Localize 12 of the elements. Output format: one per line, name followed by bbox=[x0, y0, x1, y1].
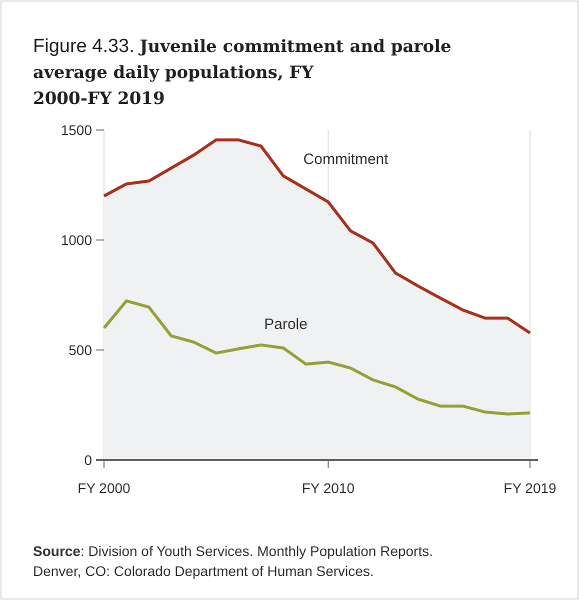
y-tick-label: 1000 bbox=[60, 232, 92, 248]
y-tick-label: 500 bbox=[68, 342, 92, 358]
x-tick-label: FY 2010 bbox=[302, 480, 355, 496]
series-label: Commitment bbox=[303, 150, 390, 168]
x-tick-label: FY 2019 bbox=[504, 480, 557, 496]
y-tick-label: 0 bbox=[84, 452, 92, 468]
y-tick-label: 1500 bbox=[60, 122, 92, 138]
series-label: Parole bbox=[264, 316, 308, 334]
x-tick-label: FY 2000 bbox=[78, 480, 131, 496]
chart-title: Figure 4.33. Juvenile commitment and parole average daily populations, FY 2000-FY 2019 bbox=[33, 36, 452, 109]
line-series bbox=[102, 299, 532, 416]
source-note: Source: Division of Youth Services. Monthly Population Reports. Denver, CO: Colorado Department of Human Services. bbox=[33, 543, 433, 579]
